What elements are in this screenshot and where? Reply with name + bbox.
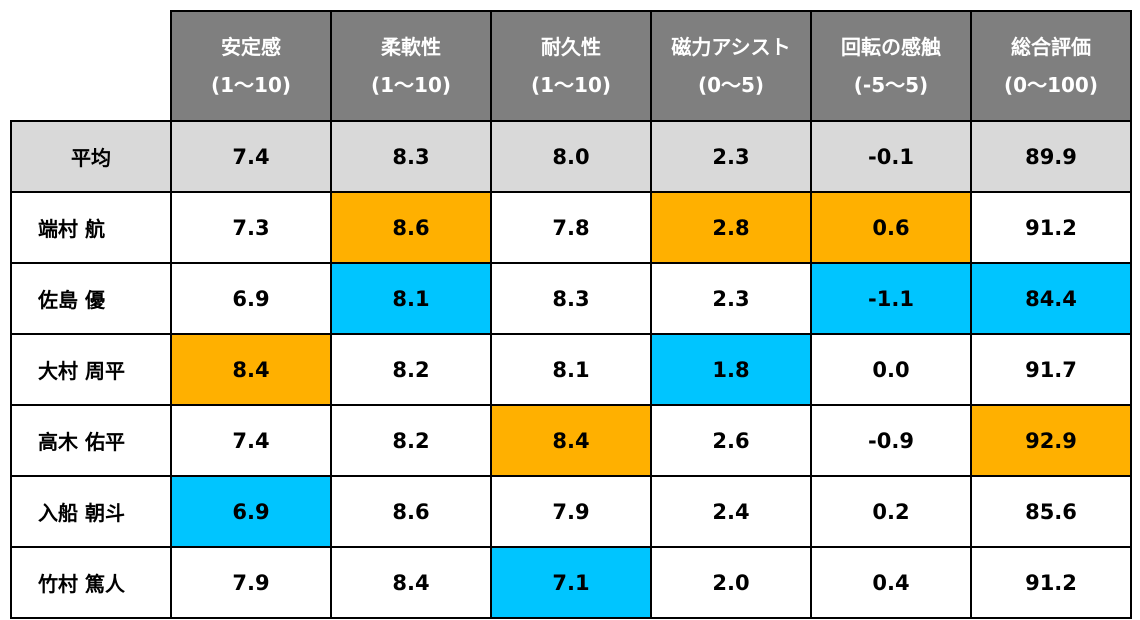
row-name: 高木 佑平 bbox=[10, 404, 172, 477]
table-cell: 8.2 bbox=[330, 333, 492, 406]
table-cell: 8.6 bbox=[330, 191, 492, 264]
column-header-unit: (-5〜5) bbox=[853, 73, 929, 97]
table-cell: 0.6 bbox=[810, 191, 972, 264]
table-cell: 2.8 bbox=[650, 191, 812, 264]
table-cell: 8.1 bbox=[330, 262, 492, 335]
table-row: 高木 佑平 7.4 8.2 8.4 2.6 -0.9 92.9 bbox=[10, 404, 1132, 477]
column-header-label: 総合評価 bbox=[1011, 35, 1091, 59]
table-cell: 2.0 bbox=[650, 546, 812, 619]
row-name: 入船 朝斗 bbox=[10, 475, 172, 548]
table-cell: 8.3 bbox=[490, 262, 652, 335]
table-cell: 91.2 bbox=[970, 546, 1132, 619]
table-body: 平均 7.4 8.3 8.0 2.3 -0.1 89.9 端村 航 7.3 8.6 7.8 2.8… bbox=[10, 120, 1132, 619]
column-header: 柔軟性 (1〜10) bbox=[330, 10, 492, 122]
table-cell: 7.9 bbox=[490, 475, 652, 548]
column-header: 磁力アシスト (0〜5) bbox=[650, 10, 812, 122]
column-header-unit: (1〜10) bbox=[530, 73, 612, 97]
average-cell: 8.3 bbox=[330, 120, 492, 193]
column-header-unit: (1〜10) bbox=[370, 73, 452, 97]
table-cell: 84.4 bbox=[970, 262, 1132, 335]
row-name: 大村 周平 bbox=[10, 333, 172, 406]
table-cell: 0.2 bbox=[810, 475, 972, 548]
table-row: 大村 周平 8.4 8.2 8.1 1.8 0.0 91.7 bbox=[10, 333, 1132, 406]
average-cell: 89.9 bbox=[970, 120, 1132, 193]
column-header: 回転の感触 (-5〜5) bbox=[810, 10, 972, 122]
table-cell: 8.6 bbox=[330, 475, 492, 548]
table-cell: 7.1 bbox=[490, 546, 652, 619]
header-row: 安定感 (1〜10) 柔軟性 (1〜10) 耐久性 (1〜10) 磁力アシスト (0〜5) 回転… bbox=[11, 10, 1132, 122]
average-row: 平均 7.4 8.3 8.0 2.3 -0.1 89.9 bbox=[10, 120, 1132, 193]
column-header-label: 回転の感触 bbox=[841, 35, 941, 59]
table-cell: 7.3 bbox=[170, 191, 332, 264]
table-cell: 91.2 bbox=[970, 191, 1132, 264]
column-header-unit: (0〜100) bbox=[1004, 73, 1098, 97]
table-cell: 8.4 bbox=[330, 546, 492, 619]
average-cell: 7.4 bbox=[170, 120, 332, 193]
table-row: 佐島 優 6.9 8.1 8.3 2.3 -1.1 84.4 bbox=[10, 262, 1132, 335]
column-header-label: 磁力アシスト bbox=[671, 35, 791, 59]
table-cell: 8.1 bbox=[490, 333, 652, 406]
rating-table: 安定感 (1〜10) 柔軟性 (1〜10) 耐久性 (1〜10) 磁力アシスト (0〜5) 回転… bbox=[10, 10, 1132, 619]
average-cell: 8.0 bbox=[490, 120, 652, 193]
row-name: 端村 航 bbox=[10, 191, 172, 264]
table-row: 竹村 篤人 7.9 8.4 7.1 2.0 0.4 91.2 bbox=[10, 546, 1132, 619]
average-row-label: 平均 bbox=[10, 120, 172, 193]
column-header-unit: (0〜5) bbox=[697, 73, 765, 97]
average-cell: -0.1 bbox=[810, 120, 972, 193]
column-header: 総合評価 (0〜100) bbox=[970, 10, 1132, 122]
table-cell: 7.9 bbox=[170, 546, 332, 619]
table-row: 入船 朝斗 6.9 8.6 7.9 2.4 0.2 85.6 bbox=[10, 475, 1132, 548]
table-cell: 6.9 bbox=[170, 475, 332, 548]
column-header-label: 柔軟性 bbox=[381, 35, 441, 59]
column-header: 耐久性 (1〜10) bbox=[490, 10, 652, 122]
table-cell: 2.3 bbox=[650, 262, 812, 335]
table-cell: 2.6 bbox=[650, 404, 812, 477]
row-name: 竹村 篤人 bbox=[10, 546, 172, 619]
table-cell: 85.6 bbox=[970, 475, 1132, 548]
table-cell: 8.4 bbox=[170, 333, 332, 406]
table-cell: 6.9 bbox=[170, 262, 332, 335]
table-cell: 91.7 bbox=[970, 333, 1132, 406]
corner-cell bbox=[11, 11, 171, 121]
table-cell: 8.2 bbox=[330, 404, 492, 477]
column-header-label: 耐久性 bbox=[541, 35, 601, 59]
row-name: 佐島 優 bbox=[10, 262, 172, 335]
table-cell: -0.9 bbox=[810, 404, 972, 477]
table-cell: -1.1 bbox=[810, 262, 972, 335]
table-cell: 0.0 bbox=[810, 333, 972, 406]
column-header-unit: (1〜10) bbox=[210, 73, 292, 97]
table-cell: 1.8 bbox=[650, 333, 812, 406]
table-cell: 7.4 bbox=[170, 404, 332, 477]
table-cell: 92.9 bbox=[970, 404, 1132, 477]
table-cell: 2.4 bbox=[650, 475, 812, 548]
column-header: 安定感 (1〜10) bbox=[170, 10, 332, 122]
table-cell: 7.8 bbox=[490, 191, 652, 264]
table-cell: 0.4 bbox=[810, 546, 972, 619]
average-cell: 2.3 bbox=[650, 120, 812, 193]
column-header-label: 安定感 bbox=[221, 35, 281, 59]
table-row: 端村 航 7.3 8.6 7.8 2.8 0.6 91.2 bbox=[10, 191, 1132, 264]
table-cell: 8.4 bbox=[490, 404, 652, 477]
